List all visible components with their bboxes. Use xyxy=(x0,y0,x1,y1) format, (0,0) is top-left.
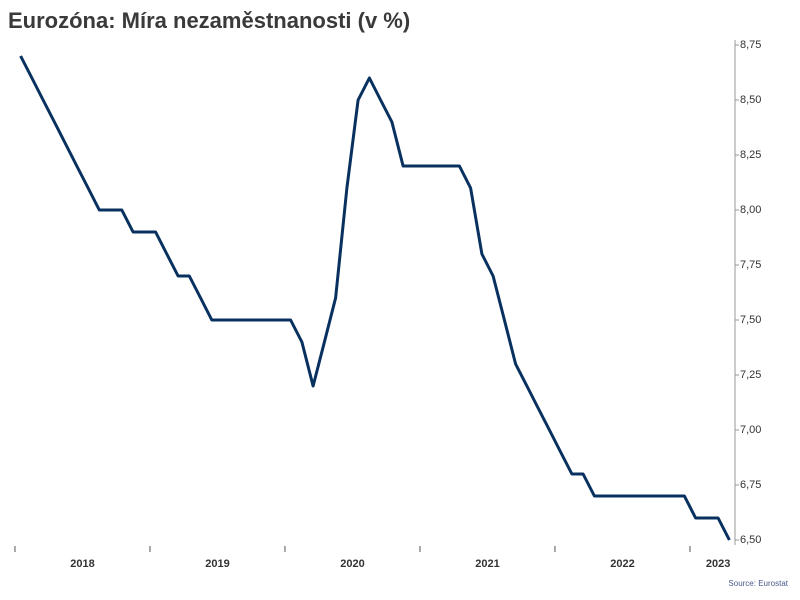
x-tick-label: 2022 xyxy=(610,558,634,570)
y-tick-label: 7,00 xyxy=(740,424,761,436)
y-tick-label: 6,50 xyxy=(740,534,761,546)
x-tick-label: 2020 xyxy=(340,558,364,570)
x-tick-label: 2019 xyxy=(205,558,229,570)
chart-title: Eurozóna: Míra nezaměstnanosti (v %) xyxy=(8,8,410,33)
y-tick-label: 8,50 xyxy=(740,94,761,106)
x-tick-label: 2023 xyxy=(706,558,730,570)
y-tick-label: 7,25 xyxy=(740,369,761,381)
line xyxy=(19,55,731,541)
y-tick-label: 8,00 xyxy=(740,204,761,216)
x-tick-label: 2021 xyxy=(475,558,499,570)
y-tick-label: 8,75 xyxy=(740,39,761,51)
y-tick-label: 7,50 xyxy=(740,314,761,326)
source: Source: Eurostat xyxy=(728,579,788,588)
y-tick-label: 7,75 xyxy=(740,259,761,271)
x-tick-label: 2018 xyxy=(70,558,94,570)
y-tick-label: 8,25 xyxy=(740,149,761,161)
y-tick-label: 6,75 xyxy=(740,479,761,491)
